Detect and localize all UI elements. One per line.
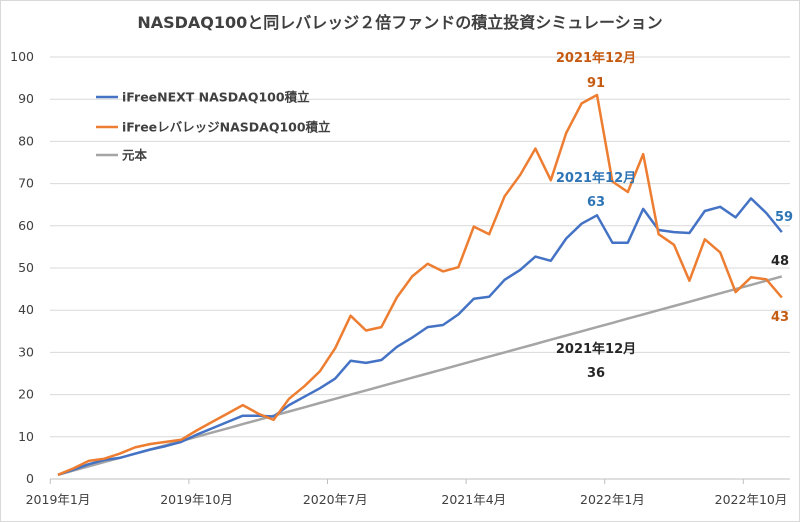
data-label-value: 63 xyxy=(587,195,605,210)
x-tick-label: 2021年4月 xyxy=(441,492,506,507)
legend-label: 元本 xyxy=(122,148,148,163)
data-label-value: 43 xyxy=(771,310,789,325)
y-tick-label: 10 xyxy=(18,429,34,444)
series-line-0 xyxy=(57,197,783,476)
x-tick-label: 2019年1月 xyxy=(26,492,91,507)
chart-title: NASDAQ100と同レバレッジ２倍ファンドの積立投資シミュレーション xyxy=(137,13,662,32)
legend-label: iFreeNEXT NASDAQ100積立 xyxy=(122,90,310,105)
data-label-value: 36 xyxy=(587,366,605,381)
y-tick-label: 100 xyxy=(10,49,34,64)
series-line-1 xyxy=(57,93,783,476)
y-tick-label: 40 xyxy=(18,302,34,317)
y-tick-label: 60 xyxy=(18,218,34,233)
y-tick-label: 50 xyxy=(18,260,34,275)
data-label-value: 59 xyxy=(775,210,793,225)
y-tick-label: 70 xyxy=(18,176,34,191)
y-tick-label: 90 xyxy=(18,91,34,106)
data-label-date: 2021年12月 xyxy=(556,341,636,357)
x-tick-label: 2019年10月 xyxy=(160,492,233,507)
x-tick-label: 2022年1月 xyxy=(580,492,645,507)
y-tick-label: 0 xyxy=(26,471,34,486)
x-tick-label: 2022年10月 xyxy=(715,492,788,507)
x-tick-label: 2020年7月 xyxy=(303,492,368,507)
data-label-value: 91 xyxy=(587,76,605,91)
y-tick-label: 20 xyxy=(18,387,34,402)
data-label-value: 48 xyxy=(771,254,789,269)
y-tick-label: 30 xyxy=(18,344,34,359)
data-label-date: 2021年12月 xyxy=(556,170,636,186)
legend-label: iFreeレバレッジNASDAQ100積立 xyxy=(122,120,331,135)
data-label-date: 2021年12月 xyxy=(556,50,636,66)
y-tick-label: 80 xyxy=(18,133,34,148)
